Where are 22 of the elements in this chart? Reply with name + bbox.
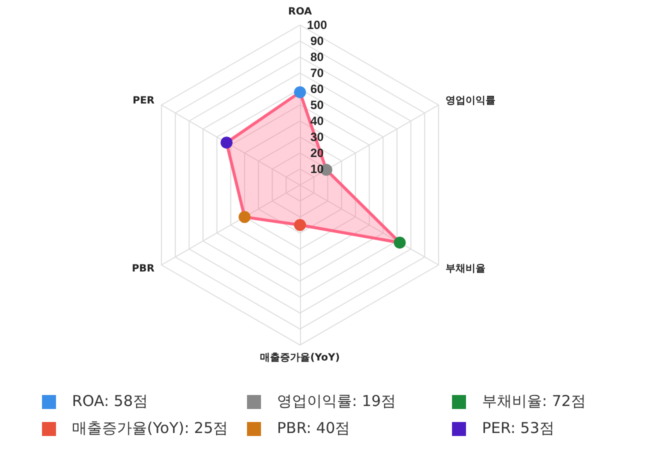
y-tick-label: 30 [310, 130, 324, 144]
spoke-label: ROA [288, 6, 312, 18]
spoke-label: 영업이익률 [445, 96, 496, 106]
text: PBR: 40점 [277, 419, 350, 438]
y-tick-label: 60 [310, 82, 324, 96]
text: 영업이익률: 19점 [277, 392, 396, 411]
spoke-label: 매출증가율(YoY) [260, 352, 340, 364]
spoke-label: PBR [132, 264, 155, 274]
text: 매출증가율(YoY): 25점 [72, 419, 228, 438]
y-tick-label: 40 [310, 114, 324, 128]
y-tick-label: 10 [310, 162, 324, 176]
y-tick-label: 70 [310, 66, 324, 80]
y-tick-label: 100 [306, 18, 328, 32]
spoke-label: 부채비율 [445, 264, 486, 274]
text: PER: 53점 [482, 419, 554, 438]
y-tick-label: 20 [310, 146, 324, 160]
y-tick-label: 50 [310, 98, 324, 112]
text: 부채비율: 72점 [482, 392, 586, 411]
spoke-label: PER [132, 96, 155, 106]
text: ROA: 58점 [72, 392, 148, 411]
y-tick-label: 90 [310, 34, 324, 48]
y-tick-label: 80 [310, 50, 324, 64]
